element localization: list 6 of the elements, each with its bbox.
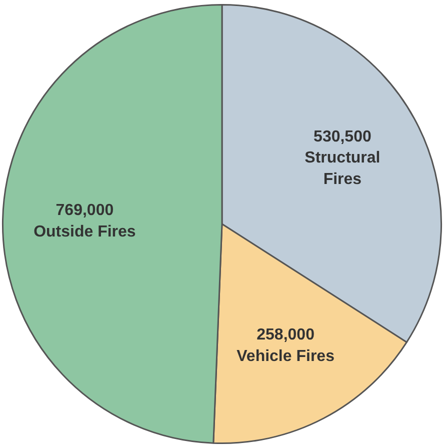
slice-label: Structural Fires <box>304 150 380 188</box>
data-label: 258,000 <box>256 326 315 344</box>
slice-label: Vehicle Fires <box>236 348 335 365</box>
slice-label: Outside Fires <box>34 223 136 240</box>
data-label: 769,000 <box>56 202 114 220</box>
data-label: 530,500 <box>314 128 372 146</box>
